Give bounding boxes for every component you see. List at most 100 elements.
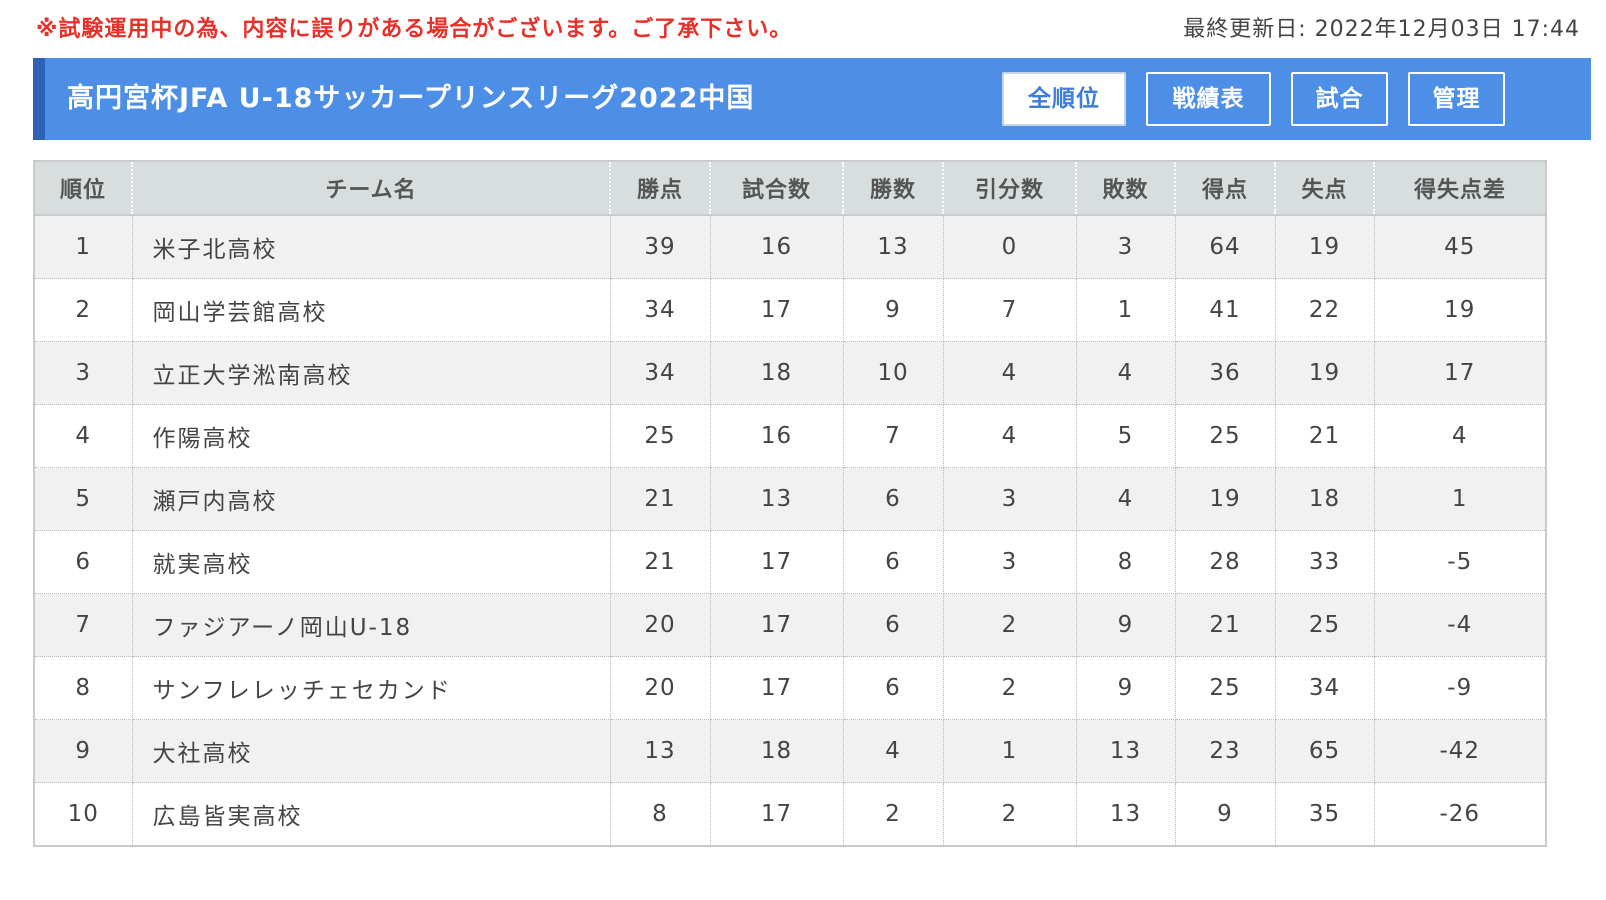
table-row: 3 立正大学淞南高校 34 18 10 4 4 36 19 17 (34, 341, 1546, 405)
table-row: 4 作陽高校 25 16 7 4 5 25 21 4 (34, 404, 1546, 468)
draws-cell: 4 (943, 341, 1077, 405)
played-cell: 13 (710, 467, 844, 531)
column-header-wins: 勝数 (843, 161, 944, 216)
points-cell: 13 (610, 719, 711, 783)
nav-matches-button[interactable]: 試合 (1291, 72, 1388, 126)
team-name-cell[interactable]: 米子北高校 (132, 215, 611, 279)
wins-cell: 13 (843, 215, 944, 279)
points-cell: 20 (610, 593, 711, 657)
standings-header-row: 順位 チーム名 勝点 試合数 勝数 引分数 敗数 得点 失点 得失点差 (34, 161, 1546, 216)
trial-notice: ※試験運用中の為、内容に誤りがある場合がございます。ご了承下さい。 (36, 17, 793, 42)
wins-cell: 6 (843, 530, 944, 594)
goals-against-cell: 65 (1275, 719, 1375, 783)
rank-cell: 9 (34, 719, 133, 783)
column-header-goals-for: 得点 (1175, 161, 1276, 216)
goal-difference-cell: -42 (1374, 719, 1546, 783)
goals-for-cell: 25 (1175, 404, 1276, 468)
wins-cell: 6 (843, 593, 944, 657)
draws-cell: 2 (943, 593, 1077, 657)
played-cell: 18 (710, 719, 844, 783)
points-cell: 21 (610, 530, 711, 594)
team-name-cell[interactable]: 就実高校 (132, 530, 611, 594)
wins-cell: 4 (843, 719, 944, 783)
goals-for-cell: 21 (1175, 593, 1276, 657)
losses-cell: 9 (1076, 593, 1176, 657)
goals-against-cell: 33 (1275, 530, 1375, 594)
losses-cell: 5 (1076, 404, 1176, 468)
losses-cell: 8 (1076, 530, 1176, 594)
rank-cell: 1 (34, 215, 133, 279)
table-row: 2 岡山学芸館高校 34 17 9 7 1 41 22 19 (34, 278, 1546, 342)
goals-for-cell: 28 (1175, 530, 1276, 594)
points-cell: 39 (610, 215, 711, 279)
table-row: 7 ファジアーノ岡山U-18 20 17 6 2 9 21 25 -4 (34, 593, 1546, 657)
goals-against-cell: 34 (1275, 656, 1375, 720)
played-cell: 17 (710, 782, 844, 847)
team-name-cell[interactable]: サンフレレッチェセカンド (132, 656, 611, 720)
rank-cell: 4 (34, 404, 133, 468)
goals-for-cell: 36 (1175, 341, 1276, 405)
draws-cell: 0 (943, 215, 1077, 279)
team-name-cell[interactable]: 瀬戸内高校 (132, 467, 611, 531)
goal-difference-cell: -4 (1374, 593, 1546, 657)
rank-cell: 2 (34, 278, 133, 342)
team-name-cell[interactable]: ファジアーノ岡山U-18 (132, 593, 611, 657)
goals-against-cell: 21 (1275, 404, 1375, 468)
played-cell: 17 (710, 593, 844, 657)
points-cell: 8 (610, 782, 711, 847)
team-name-cell[interactable]: 立正大学淞南高校 (132, 341, 611, 405)
played-cell: 16 (710, 215, 844, 279)
rank-cell: 10 (34, 782, 133, 847)
goal-difference-cell: 45 (1374, 215, 1546, 279)
league-title: 高円宮杯JFA U-18サッカープリンスリーグ2022中国 (67, 83, 755, 114)
team-name-cell[interactable]: 広島皆実高校 (132, 782, 611, 847)
goals-for-cell: 64 (1175, 215, 1276, 279)
goal-difference-cell: -9 (1374, 656, 1546, 720)
goal-difference-cell: -5 (1374, 530, 1546, 594)
league-header: 高円宮杯JFA U-18サッカープリンスリーグ2022中国 全順位 戦績表 試合… (33, 58, 1591, 140)
losses-cell: 13 (1076, 719, 1176, 783)
wins-cell: 2 (843, 782, 944, 847)
team-name-cell[interactable]: 大社高校 (132, 719, 611, 783)
wins-cell: 10 (843, 341, 944, 405)
goals-against-cell: 22 (1275, 278, 1375, 342)
points-cell: 25 (610, 404, 711, 468)
table-row: 5 瀬戸内高校 21 13 6 3 4 19 18 1 (34, 467, 1546, 531)
column-header-goal-difference: 得失点差 (1374, 161, 1546, 216)
rank-cell: 3 (34, 341, 133, 405)
nav-admin-button[interactable]: 管理 (1408, 72, 1505, 126)
nav-results-grid-button[interactable]: 戦績表 (1146, 72, 1271, 126)
draws-cell: 2 (943, 782, 1077, 847)
played-cell: 16 (710, 404, 844, 468)
losses-cell: 4 (1076, 341, 1176, 405)
draws-cell: 4 (943, 404, 1077, 468)
losses-cell: 9 (1076, 656, 1176, 720)
wins-cell: 6 (843, 467, 944, 531)
team-name-cell[interactable]: 作陽高校 (132, 404, 611, 468)
played-cell: 17 (710, 656, 844, 720)
column-header-goals-against: 失点 (1275, 161, 1375, 216)
rank-cell: 7 (34, 593, 133, 657)
goal-difference-cell: 1 (1374, 467, 1546, 531)
goal-difference-cell: 19 (1374, 278, 1546, 342)
rank-cell: 5 (34, 467, 133, 531)
goal-difference-cell: 17 (1374, 341, 1546, 405)
losses-cell: 13 (1076, 782, 1176, 847)
points-cell: 34 (610, 278, 711, 342)
goal-difference-cell: -26 (1374, 782, 1546, 847)
team-name-cell[interactable]: 岡山学芸館高校 (132, 278, 611, 342)
column-header-points: 勝点 (610, 161, 711, 216)
points-cell: 34 (610, 341, 711, 405)
draws-cell: 2 (943, 656, 1077, 720)
goal-difference-cell: 4 (1374, 404, 1546, 468)
played-cell: 18 (710, 341, 844, 405)
draws-cell: 3 (943, 467, 1077, 531)
top-info-bar: ※試験運用中の為、内容に誤りがある場合がございます。ご了承下さい。 最終更新日:… (36, 12, 1580, 48)
column-header-losses: 敗数 (1076, 161, 1176, 216)
column-header-team: チーム名 (132, 161, 611, 216)
goals-against-cell: 19 (1275, 341, 1375, 405)
nav-standings-button[interactable]: 全順位 (1002, 72, 1126, 126)
wins-cell: 7 (843, 404, 944, 468)
goals-against-cell: 19 (1275, 215, 1375, 279)
rank-cell: 6 (34, 530, 133, 594)
